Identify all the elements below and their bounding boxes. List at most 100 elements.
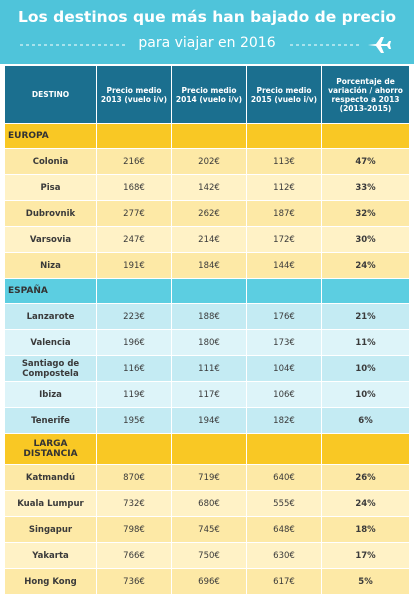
- destination: Hong Kong: [5, 569, 97, 594]
- table-cell: 116€: [97, 356, 172, 381]
- destination: Katmandú: [5, 465, 97, 490]
- destination: Valencia: [5, 330, 97, 355]
- table-row: Katmandú 870€ 719€ 640€ 26%: [5, 465, 409, 491]
- table-cell: 104€: [247, 356, 322, 381]
- section-cell: [247, 279, 322, 303]
- table-row: Tenerife 195€ 194€ 182€ 6%: [5, 408, 409, 434]
- destination: Niza: [5, 253, 97, 278]
- section-cell: [97, 434, 172, 464]
- section-name: EUROPA: [5, 124, 97, 148]
- section-cell: [97, 124, 172, 148]
- table-cell: 176€: [247, 304, 322, 329]
- section-cell: [97, 279, 172, 303]
- table-cell: 648€: [247, 517, 322, 542]
- section-row: EUROPA: [5, 124, 409, 149]
- section-cell: [172, 279, 247, 303]
- table-row: Dubrovnik 277€ 262€ 187€ 32%: [5, 201, 409, 227]
- table-cell: 24%: [322, 491, 409, 516]
- table-cell: 732€: [97, 491, 172, 516]
- table-cell: 196€: [97, 330, 172, 355]
- table-cell: 184€: [172, 253, 247, 278]
- table-cell: 195€: [97, 408, 172, 433]
- table-cell: 277€: [97, 201, 172, 226]
- title: Los destinos que más han bajado de preci…: [17, 8, 397, 26]
- table-cell: 168€: [97, 175, 172, 200]
- decoration: [20, 37, 391, 53]
- table-cell: 142€: [172, 175, 247, 200]
- table-cell: 719€: [172, 465, 247, 490]
- column-header: DESTINO: [5, 66, 97, 123]
- section-cell: [247, 434, 322, 464]
- table-cell: 173€: [247, 330, 322, 355]
- destination: Santiago de Compostela: [5, 356, 97, 381]
- table-cell: 6%: [322, 408, 409, 433]
- table-cell: 750€: [172, 543, 247, 568]
- table-cell: 736€: [97, 569, 172, 594]
- header-row: DESTINO Precio medio 2013 (vuelo i/v) Prec…: [5, 66, 409, 124]
- table-cell: 247€: [97, 227, 172, 252]
- destination: Dubrovnik: [5, 201, 97, 226]
- banner: Los destinos que más han bajado de preci…: [0, 0, 414, 64]
- table-cell: 630€: [247, 543, 322, 568]
- section-cell: [172, 434, 247, 464]
- table-cell: 17%: [322, 543, 409, 568]
- table-cell: 617€: [247, 569, 322, 594]
- table-cell: 111€: [172, 356, 247, 381]
- table-cell: 696€: [172, 569, 247, 594]
- table-cell: 187€: [247, 201, 322, 226]
- section-name: ESPAÑA: [5, 279, 97, 303]
- destination: Varsovia: [5, 227, 97, 252]
- table-row: Pisa 168€ 142€ 112€ 33%: [5, 175, 409, 201]
- table-cell: 119€: [97, 382, 172, 407]
- table-cell: 113€: [247, 149, 322, 174]
- subtitle: para viajar en 2016: [138, 35, 276, 51]
- table: DESTINO Precio medio 2013 (vuelo i/v) Prec…: [5, 66, 409, 595]
- table-row: Lanzarote 223€ 188€ 176€ 21%: [5, 304, 409, 330]
- section-name: LARGA DISTANCIA: [5, 434, 97, 464]
- table-row: Colonia 216€ 202€ 113€ 47%: [5, 149, 409, 175]
- table-cell: 680€: [172, 491, 247, 516]
- table-cell: 18%: [322, 517, 409, 542]
- table-cell: 10%: [322, 356, 409, 381]
- section-row: ESPAÑA: [5, 279, 409, 304]
- destination: Kuala Lumpur: [5, 491, 97, 516]
- table-row: Singapur 798€ 745€ 648€ 18%: [5, 517, 409, 543]
- table-cell: 216€: [97, 149, 172, 174]
- table-cell: 202€: [172, 149, 247, 174]
- table-cell: 191€: [97, 253, 172, 278]
- destination: Yakarta: [5, 543, 97, 568]
- table-cell: 24%: [322, 253, 409, 278]
- table-cell: 33%: [322, 175, 409, 200]
- destination: Pisa: [5, 175, 97, 200]
- table-cell: 223€: [97, 304, 172, 329]
- table-row: Valencia 196€ 180€ 173€ 11%: [5, 330, 409, 356]
- table-row: Santiago de Compostela 116€ 111€ 104€ 10%: [5, 356, 409, 382]
- table-cell: 194€: [172, 408, 247, 433]
- table-cell: 870€: [97, 465, 172, 490]
- table-cell: 172€: [247, 227, 322, 252]
- table-cell: 144€: [247, 253, 322, 278]
- section-row: LARGA DISTANCIA: [5, 434, 409, 465]
- table-row: Hong Kong 736€ 696€ 617€ 5%: [5, 569, 409, 595]
- table-cell: 640€: [247, 465, 322, 490]
- table-cell: 798€: [97, 517, 172, 542]
- destination: Tenerife: [5, 408, 97, 433]
- table-cell: 745€: [172, 517, 247, 542]
- section-cell: [172, 124, 247, 148]
- table-cell: 182€: [247, 408, 322, 433]
- table-cell: 180€: [172, 330, 247, 355]
- table-cell: 262€: [172, 201, 247, 226]
- table-row: Kuala Lumpur 732€ 680€ 555€ 24%: [5, 491, 409, 517]
- table-cell: 10%: [322, 382, 409, 407]
- table-cell: 21%: [322, 304, 409, 329]
- column-header: Precio medio 2015 (vuelo i/v): [247, 66, 322, 123]
- table-row: Ibiza 119€ 117€ 106€ 10%: [5, 382, 409, 408]
- table-row: Varsovia 247€ 214€ 172€ 30%: [5, 227, 409, 253]
- table-cell: 32%: [322, 201, 409, 226]
- table-cell: 766€: [97, 543, 172, 568]
- table-row: Yakarta 766€ 750€ 630€ 17%: [5, 543, 409, 569]
- table-cell: 106€: [247, 382, 322, 407]
- table-cell: 188€: [172, 304, 247, 329]
- section-cell: [322, 279, 409, 303]
